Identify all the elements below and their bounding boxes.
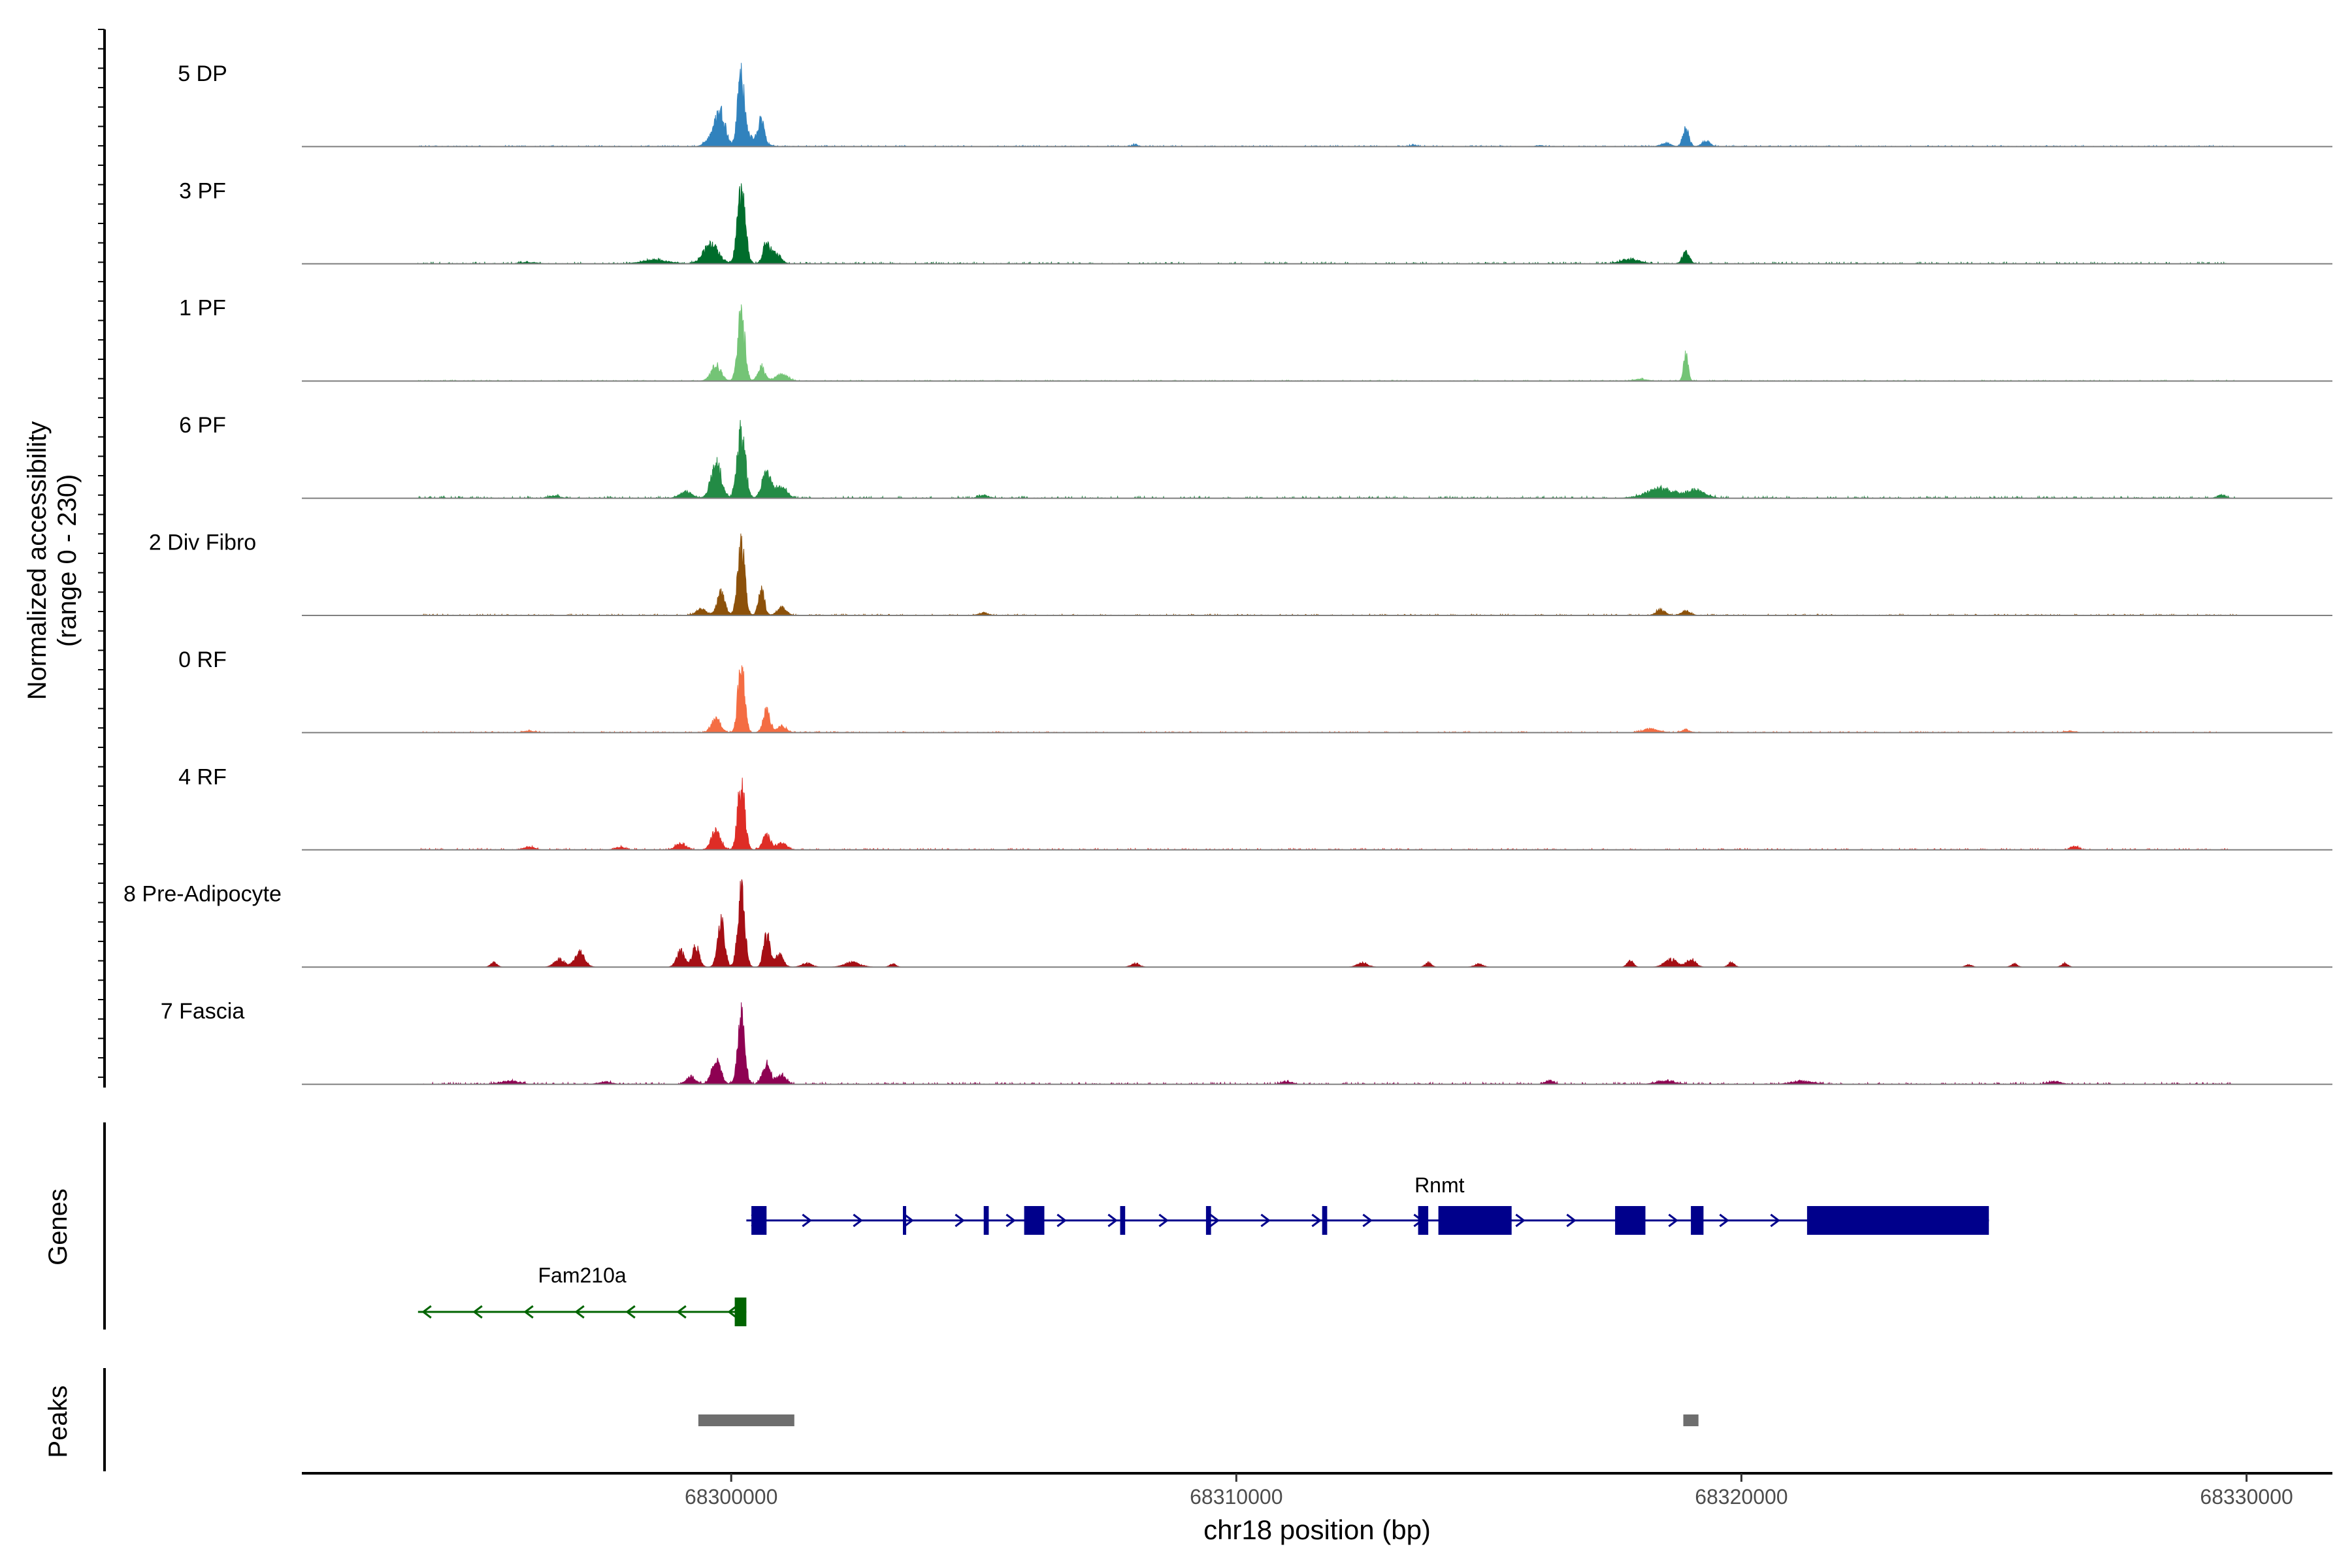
strand-chevron	[1005, 1213, 1016, 1228]
peaks-panel: Peaks	[44, 1368, 1699, 1471]
gene-exon	[1120, 1206, 1126, 1235]
track-label: 6 PF	[179, 413, 226, 438]
strand-chevron	[1362, 1213, 1373, 1228]
strand-chevron	[904, 1213, 914, 1228]
track-label: 2 Div Fibro	[149, 531, 256, 555]
track-5: 0 RF	[178, 647, 2332, 734]
strand-chevron	[1566, 1213, 1576, 1228]
gene-exon	[903, 1206, 906, 1235]
x-axis-ticks: 68300000 68310000 68320000 68330000	[685, 1473, 2293, 1509]
strand-chevron	[523, 1305, 534, 1319]
y-axis-title-line2: (range 0 - 230)	[53, 474, 82, 647]
x-tick-label: 68330000	[2200, 1485, 2293, 1509]
strand-chevron	[574, 1305, 585, 1319]
gene-models: Rnmt Fam210a	[417, 1173, 1989, 1326]
gene-label: Rnmt	[1414, 1173, 1465, 1197]
x-tick-label: 68300000	[685, 1485, 777, 1509]
gene-exon	[751, 1206, 767, 1235]
peaks-panel-title: Peaks	[44, 1385, 73, 1458]
x-tick-label: 68320000	[1695, 1485, 1788, 1509]
gene-exon	[1806, 1206, 1989, 1235]
y-axis-title: Normalized accessibility (range 0 - 230)	[23, 421, 82, 700]
track-label: 5 DP	[178, 61, 227, 86]
strand-chevron	[1107, 1213, 1118, 1228]
gene-exon	[1024, 1206, 1045, 1235]
strand-chevron	[625, 1305, 636, 1319]
strand-chevron	[1311, 1213, 1322, 1228]
track-7: 8 Pre-Adipocyte	[123, 879, 2332, 968]
strand-chevron	[1515, 1213, 1526, 1228]
peak-bars	[698, 1414, 1699, 1426]
strand-chevron	[1056, 1213, 1067, 1228]
gene-exon	[1691, 1206, 1704, 1235]
gene-label: Fam210a	[538, 1264, 627, 1287]
x-tick-label: 68310000	[1190, 1485, 1282, 1509]
coverage-y-axis	[98, 29, 106, 1088]
gene-rnmt: Rnmt	[746, 1173, 1989, 1235]
peak-bar	[698, 1414, 794, 1426]
genes-panel-title: Genes	[44, 1188, 73, 1266]
gene-exon	[1438, 1206, 1512, 1235]
peak-bar	[1683, 1414, 1699, 1426]
x-axis: 68300000 68310000 68320000 68330000 chr18 p…	[302, 1472, 2332, 1545]
gene-exon	[1418, 1206, 1429, 1235]
gene-exon	[1615, 1206, 1646, 1235]
track-0: 5 DP	[178, 61, 2332, 148]
track-1: 3 PF	[179, 178, 2332, 265]
gene-exon	[1322, 1206, 1328, 1235]
strand-chevron	[853, 1213, 863, 1228]
track-6: 4 RF	[178, 764, 2332, 851]
strand-chevron	[1770, 1213, 1780, 1228]
track-3: 6 PF	[179, 413, 2332, 500]
strand-chevron	[1260, 1213, 1271, 1228]
strand-chevron	[421, 1305, 432, 1319]
strand-chevron	[955, 1213, 965, 1228]
track-label: 3 PF	[179, 178, 226, 203]
gene-fam210a: Fam210a	[417, 1264, 747, 1326]
track-8: 7 Fascia	[161, 999, 2332, 1086]
strand-chevron	[676, 1305, 687, 1319]
genes-panel: Genes Rnmt Fam210a	[44, 1122, 1989, 1330]
track-label: 7 Fascia	[161, 999, 245, 1024]
gene-exon	[983, 1206, 989, 1235]
track-label: 0 RF	[178, 647, 227, 672]
track-2: 1 PF	[179, 296, 2332, 382]
strand-chevron	[1158, 1213, 1169, 1228]
track-label: 1 PF	[179, 296, 226, 321]
coverage-tracks: 5 DP 3 PF 1 PF 6 PF 2 Div Fibro 0 RF 4 RF 8 Pre…	[123, 61, 2332, 1086]
strand-chevron	[1209, 1213, 1220, 1228]
x-axis-title: chr18 position (bp)	[1203, 1514, 1431, 1545]
strand-chevron	[1668, 1213, 1678, 1228]
strand-chevron	[802, 1213, 812, 1228]
gene-exon	[1205, 1206, 1211, 1235]
y-axis-title-line1: Normalized accessibility	[23, 421, 52, 700]
track-label: 8 Pre-Adipocyte	[123, 882, 282, 907]
gene-exon	[734, 1298, 747, 1326]
strand-chevron	[472, 1305, 483, 1319]
track-label: 4 RF	[178, 764, 227, 789]
track-4: 2 Div Fibro	[149, 531, 2332, 617]
strand-chevron	[727, 1305, 738, 1319]
strand-chevron	[1719, 1213, 1729, 1228]
